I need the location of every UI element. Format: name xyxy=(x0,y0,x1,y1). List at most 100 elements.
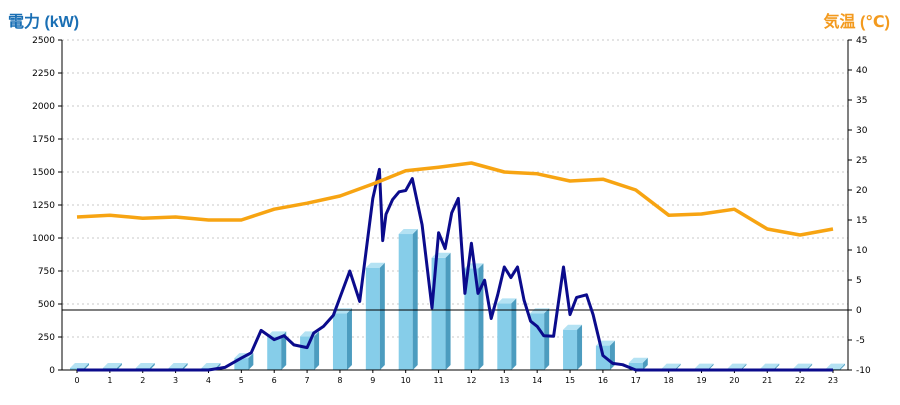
bar-side xyxy=(379,262,385,370)
bar-front xyxy=(464,268,479,370)
x-tick-label: 9 xyxy=(370,376,375,385)
bar-top xyxy=(267,331,287,337)
bar-top xyxy=(201,363,221,369)
right-tick-label: 25 xyxy=(856,156,867,166)
bar xyxy=(267,331,287,370)
bar-side xyxy=(478,263,484,370)
right-tick-label: -5 xyxy=(856,336,865,346)
bar-top xyxy=(793,363,813,369)
bar-side xyxy=(248,353,254,370)
right-tick-label: -10 xyxy=(856,366,871,376)
x-tick-label: 11 xyxy=(433,376,443,385)
bar xyxy=(497,298,517,370)
x-tick-label: 19 xyxy=(696,376,706,385)
bar xyxy=(365,262,385,370)
x-tick-label: 5 xyxy=(239,376,244,385)
x-tick-label: 13 xyxy=(499,376,509,385)
x-tick-label: 1 xyxy=(107,376,112,385)
left-tick-label: 2500 xyxy=(32,36,55,46)
left-tick-label: 250 xyxy=(38,333,55,343)
bar-top xyxy=(760,363,780,369)
bar-front xyxy=(595,345,610,370)
right-tick-label: 5 xyxy=(856,276,862,286)
left-tick-label: 1000 xyxy=(32,234,55,244)
x-tick-label: 3 xyxy=(173,376,178,385)
bar xyxy=(300,331,320,370)
bar xyxy=(595,340,615,370)
left-tick-label: 2250 xyxy=(32,69,55,79)
bar-front xyxy=(332,313,347,370)
x-tick-label: 6 xyxy=(272,376,277,385)
bar-front xyxy=(530,313,545,370)
right-tick-label: 0 xyxy=(856,306,862,316)
bar-front xyxy=(365,267,380,370)
bar-front xyxy=(628,362,643,370)
bar xyxy=(628,357,648,370)
left-axis-title: 電力 (kW) xyxy=(8,14,80,31)
x-tick-label: 20 xyxy=(729,376,739,385)
x-tick-label: 16 xyxy=(598,376,608,385)
bar-top xyxy=(661,363,681,369)
x-tick-label: 14 xyxy=(532,376,542,385)
bar-side xyxy=(412,229,418,370)
bar-top xyxy=(694,363,714,369)
bar-front xyxy=(234,358,249,370)
left-tick-label: 1500 xyxy=(32,168,55,178)
bar-front xyxy=(563,329,578,370)
x-tick-label: 0 xyxy=(74,376,79,385)
bar-side xyxy=(116,363,122,370)
bar xyxy=(563,324,583,370)
bar-side xyxy=(708,363,714,370)
bar-front xyxy=(300,336,315,370)
bar-side xyxy=(675,363,681,370)
bar-top xyxy=(727,363,747,369)
x-tick-label: 4 xyxy=(206,376,211,385)
bar-top xyxy=(398,229,418,235)
bar-side xyxy=(84,363,89,370)
left-tick-label: 1250 xyxy=(32,201,55,211)
bar xyxy=(332,308,352,370)
right-tick-label: 35 xyxy=(856,96,867,106)
x-tick-label: 2 xyxy=(140,376,145,385)
left-tick-label: 2000 xyxy=(32,102,55,112)
bar-top xyxy=(168,363,188,369)
bar-side xyxy=(807,363,813,370)
bar-top xyxy=(563,324,583,330)
x-tick-label: 22 xyxy=(795,376,805,385)
right-tick-label: 30 xyxy=(856,126,868,136)
x-tick-label: 8 xyxy=(337,376,342,385)
right-tick-label: 15 xyxy=(856,216,867,226)
right-tick-label: 20 xyxy=(856,186,868,196)
left-tick-label: 0 xyxy=(49,366,55,376)
x-tick-label: 21 xyxy=(762,376,772,385)
x-tick-label: 15 xyxy=(565,376,575,385)
right-tick-label: 10 xyxy=(856,246,868,256)
bar-side xyxy=(182,363,188,370)
bar-side xyxy=(511,298,517,370)
bar-top xyxy=(135,363,155,369)
x-tick-label: 23 xyxy=(828,376,838,385)
bar-side xyxy=(149,363,155,370)
x-tick-label: 17 xyxy=(631,376,641,385)
bar-side xyxy=(544,308,550,370)
bar-side xyxy=(609,340,615,370)
bar xyxy=(398,229,418,370)
bar-side xyxy=(445,252,451,370)
bar-top xyxy=(332,308,352,314)
bar-side xyxy=(346,308,352,370)
bar-side xyxy=(774,363,780,370)
left-tick-label: 500 xyxy=(38,300,55,310)
bar-top xyxy=(530,308,550,314)
bar-top xyxy=(70,363,89,369)
bar-top xyxy=(826,363,845,369)
bar xyxy=(530,308,550,370)
bar-front xyxy=(267,336,282,370)
bar-side xyxy=(281,331,287,370)
bar-top xyxy=(365,262,385,268)
bar-side xyxy=(741,363,747,370)
bar-side xyxy=(840,363,845,370)
x-tick-label: 18 xyxy=(664,376,674,385)
left-tick-label: 1750 xyxy=(32,135,55,145)
